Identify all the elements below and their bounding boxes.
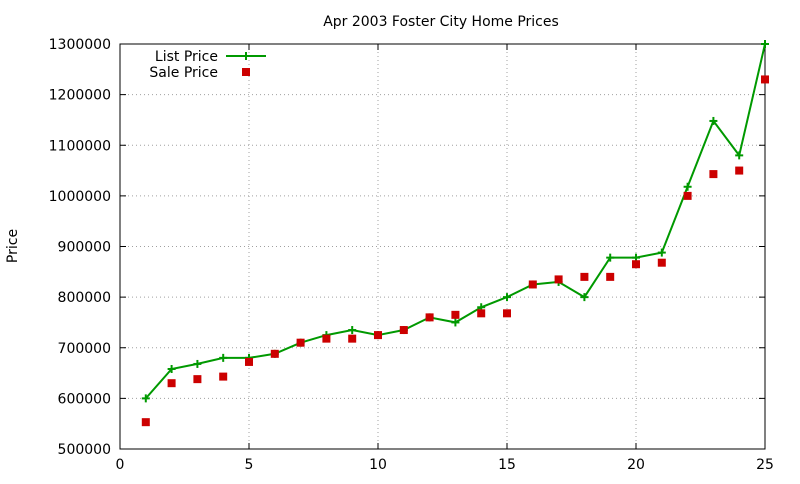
legend-swatch-marker: [242, 68, 250, 76]
data-point-sale-price: [554, 275, 563, 284]
data-point-sale-price: [245, 357, 253, 366]
data-point-sale-price: [193, 375, 202, 384]
y-tick-label: 1000000: [49, 189, 111, 205]
chart-title: Apr 2003 Foster City Home Prices: [323, 14, 559, 30]
data-point-list-price: [580, 293, 589, 302]
data-point-sale-price: [657, 258, 666, 267]
y-axis-label: Price: [5, 229, 21, 263]
data-point-list-price: [167, 365, 176, 374]
tick-labels: 0 5 10 15 20 25 500000 600000 700000 800000 900000…: [49, 37, 774, 473]
data-point-sale-price: [374, 331, 382, 340]
grid-lines: [120, 44, 765, 449]
data-point-sale-price: [503, 309, 511, 318]
data-point-sale-price: [709, 170, 718, 179]
data-point-sale-price: [683, 191, 692, 200]
data-point-list-price: [451, 318, 460, 327]
y-tick-label: 600000: [58, 391, 111, 407]
data-point-sale-price: [477, 309, 486, 318]
series: [141, 40, 769, 427]
data-point-list-price: [348, 326, 357, 335]
data-point-sale-price: [451, 310, 460, 319]
y-tick-label: 500000: [58, 442, 111, 458]
x-tick-label: 25: [756, 457, 774, 473]
y-tick-label: 900000: [58, 240, 111, 256]
data-point-sale-price: [761, 75, 769, 84]
data-point-sale-price: [322, 334, 331, 343]
data-point-list-price: [219, 353, 228, 362]
y-tick-label: 700000: [58, 341, 111, 357]
data-point-sale-price: [167, 379, 176, 388]
x-tick-label: 15: [498, 457, 516, 473]
data-point-sale-price: [270, 349, 279, 358]
data-point-sale-price: [219, 372, 228, 381]
data-point-list-price: [683, 182, 692, 191]
y-tick-label: 800000: [58, 290, 111, 306]
data-point-list-price: [709, 116, 718, 125]
data-point-sale-price: [141, 418, 150, 427]
y-tick-label: 1300000: [49, 37, 111, 53]
legend-label: Sale Price: [149, 65, 218, 81]
x-tick-label: 10: [369, 457, 387, 473]
data-point-sale-price: [399, 326, 408, 335]
y-tick-label: 1100000: [49, 138, 111, 154]
data-point-sale-price: [735, 166, 744, 175]
data-point-list-price: [503, 293, 511, 302]
data-point-list-price: [141, 394, 150, 403]
x-tick-label: 0: [116, 457, 125, 473]
data-point-sale-price: [632, 260, 640, 269]
legend-label: List Price: [155, 49, 218, 65]
y-tick-label: 1200000: [49, 88, 111, 104]
series-line-list-price: [145, 43, 766, 400]
x-tick-label: 5: [245, 457, 254, 473]
data-point-list-price: [735, 151, 744, 160]
data-point-sale-price: [580, 272, 589, 281]
data-point-sale-price: [348, 334, 357, 343]
data-point-list-price: [606, 253, 615, 262]
legend-swatch-marker: [242, 52, 250, 60]
data-point-sale-price: [296, 338, 305, 347]
data-point-sale-price: [528, 280, 537, 289]
data-point-list-price: [761, 40, 769, 48]
data-point-list-price: [193, 359, 202, 368]
data-point-list-price: [657, 248, 666, 257]
x-tick-label: 20: [627, 457, 645, 473]
data-point-sale-price: [425, 313, 434, 322]
data-point-sale-price: [606, 272, 615, 281]
